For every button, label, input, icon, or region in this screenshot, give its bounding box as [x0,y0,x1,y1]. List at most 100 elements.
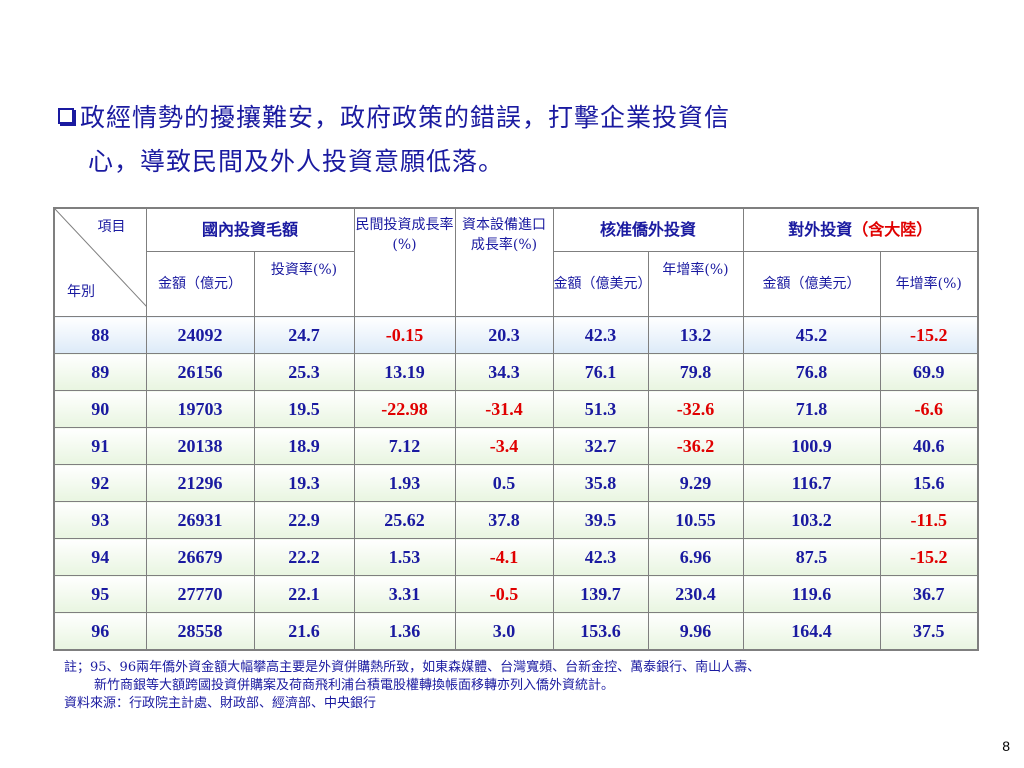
table-cell: 9.96 [647,612,744,651]
table-cell: 22.9 [253,501,355,539]
header-private-growth: 民間投資成長率(%) [353,207,456,317]
table-cell: 37.5 [879,612,979,651]
table-row: 91 20138 18.9 7.12 -3.4 32.7 -36.2 100.9 40.6 [53,427,979,465]
table-cell: 76.8 [742,353,881,391]
table-row: 95 27770 22.1 3.31 -0.5 139.7 230.4 119.6 36.7 [53,575,979,613]
year-cell: 95 [53,575,147,613]
table-cell: 164.4 [742,612,881,651]
subheader-outward-growth: 年增率(%) [879,251,979,317]
table-cell: -3.4 [454,427,554,465]
table-cell: 153.6 [552,612,649,651]
footnote-line-2: 新竹商銀等大額跨國投資併購案及荷商飛利浦台積電股權轉換帳面移轉亦列入僑外資統計。 [94,678,615,693]
table-cell: 39.5 [552,501,649,539]
checkbox-bullet-icon [58,108,74,124]
header-outward-note: （含大陸） [852,220,933,239]
table-cell: -15.2 [879,316,979,354]
corner-item-label: 項目 [97,219,126,235]
table-cell: 25.3 [253,353,355,391]
table-row: 92 21296 19.3 1.93 0.5 35.8 9.29 116.7 15.6 [53,464,979,502]
table-cell: 24.7 [253,316,355,354]
table-row: 89 26156 25.3 13.19 34.3 76.1 79.8 76.8 69.9 [53,353,979,391]
table-cell: 42.3 [552,316,649,354]
table-cell: -11.5 [879,501,979,539]
table-cell: 3.0 [454,612,554,651]
table-cell: 34.3 [454,353,554,391]
header-outward-investment: 對外投資（含大陸） [742,207,979,252]
source-note: 資料來源：行政院主計處、財政部、經濟部、中央銀行 [64,696,377,711]
table-cell: 71.8 [742,390,881,428]
subheader-investment-rate: 投資率(%) [253,251,355,317]
corner-header: 項目 年別 [53,207,147,317]
slide-heading: 政經情勢的擾攘難安，政府政策的錯誤，打擊企業投資信 心，導致民間及外人投資意願低… [58,96,958,184]
table-cell: 32.7 [552,427,649,465]
subheader-fdi-amount: 金額（億美元） [552,251,652,317]
table-cell: 1.93 [353,464,456,502]
table-cell: 20138 [145,427,255,465]
table-row: 96 28558 21.6 1.36 3.0 153.6 9.96 164.4 37.5 [53,612,979,651]
page-number: 8 [1002,738,1010,754]
table-cell: 139.7 [552,575,649,613]
subheader-amount-twd: 金額（億元） [145,251,255,317]
table-cell: 36.7 [879,575,979,613]
table-cell: 1.53 [353,538,456,576]
table-cell: 7.12 [353,427,456,465]
subheader-outward-amount: 金額（億美元） [742,251,881,317]
table-cell: 20.3 [454,316,554,354]
footnote: 註；95、96兩年僑外資金額大幅攀高主要是外資併購熱所致，如東森媒體、台灣寬頻、… [64,659,984,713]
table-cell: 13.19 [353,353,456,391]
table-cell: 37.8 [454,501,554,539]
table-cell: 51.3 [552,390,649,428]
table-cell: -22.98 [353,390,456,428]
subheader-fdi-growth: 年增率(%) [647,251,744,317]
year-cell: 88 [53,316,147,354]
table-cell: 119.6 [742,575,881,613]
table-cell: 3.31 [353,575,456,613]
table-cell: 87.5 [742,538,881,576]
table-cell: 79.8 [647,353,744,391]
table-cell: 0.5 [454,464,554,502]
table-cell: 19.5 [253,390,355,428]
table-cell: 22.1 [253,575,355,613]
table-cell: -31.4 [454,390,554,428]
table-row: 88 24092 24.7 -0.15 20.3 42.3 13.2 45.2 -15.2 [53,316,979,354]
year-cell: 91 [53,427,147,465]
table-cell: -0.15 [353,316,456,354]
corner-year-label: 年別 [67,284,95,300]
table-cell: 26679 [145,538,255,576]
table-cell: 40.6 [879,427,979,465]
table-cell: -15.2 [879,538,979,576]
table-cell: 35.8 [552,464,649,502]
table-cell: 69.9 [879,353,979,391]
table-cell: 21296 [145,464,255,502]
year-cell: 93 [53,501,147,539]
table-cell: 19.3 [253,464,355,502]
table-cell: 100.9 [742,427,881,465]
table-cell: 25.62 [353,501,456,539]
investment-table: 項目 年別 國內投資毛額 民間投資成長率(%) 資本設備進口成長率(%) 核准僑… [53,207,980,651]
table-cell: 10.55 [647,501,744,539]
table-cell: -36.2 [647,427,744,465]
footnote-line-1: 註；95、96兩年僑外資金額大幅攀高主要是外資併購熱所致，如東森媒體、台灣寬頻、… [64,660,761,675]
table-cell: 230.4 [647,575,744,613]
heading-line-1: 政經情勢的擾攘難安，政府政策的錯誤，打擊企業投資信 [80,103,731,132]
year-cell: 90 [53,390,147,428]
year-cell: 94 [53,538,147,576]
table-row: 90 19703 19.5 -22.98 -31.4 51.3 -32.6 71.8 -6.6 [53,390,979,428]
heading-line-2: 心，導致民間及外人投資意願低落。 [88,147,505,176]
year-cell: 92 [53,464,147,502]
table-cell: 22.2 [253,538,355,576]
table-cell: 28558 [145,612,255,651]
table-cell: 24092 [145,316,255,354]
table-cell: 76.1 [552,353,649,391]
table-cell: -32.6 [647,390,744,428]
header-domestic-investment: 國內投資毛額 [145,207,355,252]
table-cell: 27770 [145,575,255,613]
year-cell: 89 [53,353,147,391]
diagonal-line [55,209,147,307]
table-cell: 1.36 [353,612,456,651]
table-cell: 26156 [145,353,255,391]
table-cell: 103.2 [742,501,881,539]
table-cell: 18.9 [253,427,355,465]
table-cell: 116.7 [742,464,881,502]
table-cell: -6.6 [879,390,979,428]
